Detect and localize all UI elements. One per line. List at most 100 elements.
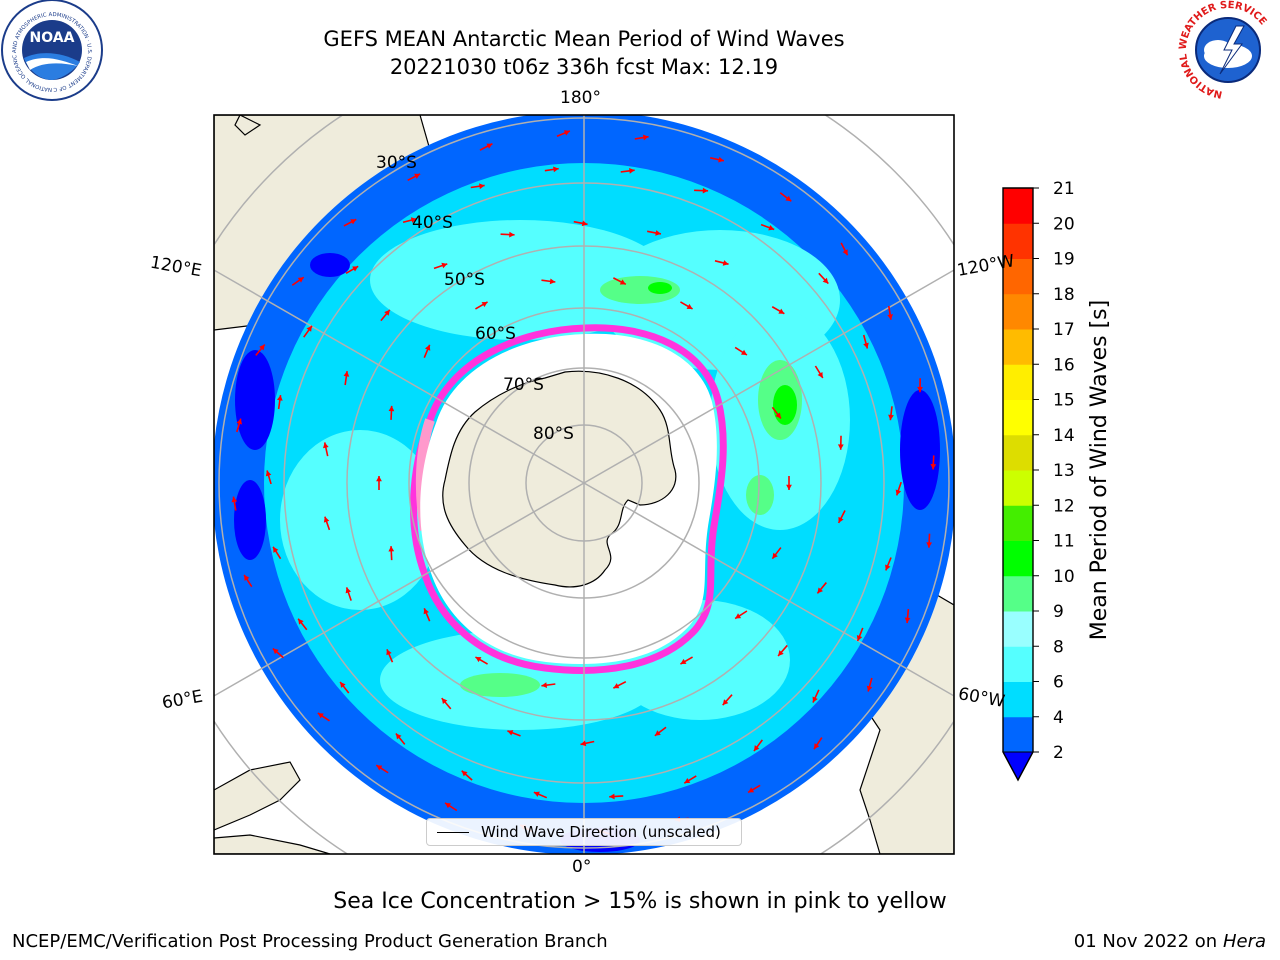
wave-direction-arrowhead [654, 730, 661, 736]
colorbar-segment [1003, 329, 1033, 365]
wave-direction-arrowhead [533, 791, 540, 797]
meridian-60e [214, 482, 585, 697]
colorbar-tick-label: 11 [1053, 532, 1075, 552]
wave-direction-arrowhead [856, 635, 863, 641]
wave-direction-arrowhead [778, 650, 784, 657]
footer-credit: NCEP/EMC/Verification Post Processing Pr… [12, 931, 608, 952]
wave-direction-arrowhead [297, 277, 304, 283]
wave-direction-arrowhead [917, 386, 923, 393]
wave-direction-arrowhead [509, 231, 515, 238]
wave-direction-arrowhead [772, 552, 778, 559]
colorbar-segment [1003, 188, 1033, 224]
colorbar-segment [1003, 293, 1033, 330]
colorbar-segment [1003, 505, 1033, 541]
colorbar-tick-label: 2 [1053, 743, 1064, 763]
wave-direction-arrowhead [507, 730, 514, 736]
colorbar-outline [1002, 187, 1034, 782]
wave-direction-arrowhead [837, 444, 844, 450]
map-frame [213, 114, 955, 855]
colorbar-label: Mean Period of Wind Waves [s] [1087, 300, 1112, 640]
wave-direction-arrowhead [619, 279, 626, 285]
wave-direction-arrowhead [323, 442, 329, 449]
colorbar-segment [1003, 716, 1033, 753]
lat-label-50s: 50°S [444, 270, 485, 290]
colorbar-segment [1003, 258, 1033, 295]
colorbar-tick-label: 18 [1053, 285, 1075, 305]
wave-direction-arrowhead [768, 225, 775, 231]
wave-direction-arrowhead [441, 262, 448, 269]
wave-direction-arrowhead [812, 696, 818, 703]
wave-direction-arrowhead [345, 587, 352, 594]
wave-direction-arrowhead [414, 173, 421, 179]
wave-direction-arrowhead [613, 683, 620, 689]
colorbar-segment [1003, 399, 1033, 436]
wave-direction-arrowhead [722, 260, 729, 266]
colorbar-tick-label: 15 [1053, 391, 1075, 411]
noaa-logo: NOAA NATIONAL OCEANIC AND ATMOSPHERIC AD… [0, 0, 103, 101]
lat-label-70s: 70°S [503, 375, 544, 395]
wave-direction-arrowhead [479, 183, 485, 190]
wave-direction-arrowhead [395, 733, 402, 740]
wave-direction-arrowhead [753, 745, 760, 752]
graticule [214, 115, 954, 854]
lat-label-60s: 60°S [475, 324, 516, 344]
lat-label-40s: 40°S [412, 213, 453, 233]
footer-host: Hera [1222, 931, 1266, 952]
colorbar-tick-label: 21 [1053, 179, 1075, 199]
wave-direction-arrowhead [722, 699, 729, 706]
wave-direction-arrowhead [410, 217, 417, 223]
wave-direction-arrowhead [887, 314, 893, 320]
colorbar-tick-label: 19 [1053, 250, 1075, 270]
chart-title: GEFS MEAN Antarctic Mean Period of Wind … [323, 27, 845, 51]
colorbar-tick-label: 14 [1053, 426, 1075, 446]
wave-direction-arrowhead [475, 657, 482, 663]
meridian-60w [583, 482, 954, 697]
wave-direction-arrowhead [885, 564, 891, 571]
colorbar-segment [1003, 223, 1033, 259]
colorbar-tick-label: 9 [1053, 602, 1064, 622]
colorbar-segment [1003, 434, 1033, 471]
wave-direction-arrowhead [386, 649, 392, 656]
colorbar-tick-label: 13 [1053, 461, 1075, 481]
africa-south-land [214, 834, 331, 854]
wave-direction-arrowhead [298, 618, 304, 625]
wave-direction-arrowhead [813, 743, 820, 750]
wave-direction-arrowhead [642, 134, 649, 141]
wave-direction-arrowhead [775, 412, 781, 419]
colorbar-segment [1003, 540, 1033, 577]
wind-wave-arrows [231, 130, 937, 836]
wave-direction-arrowhead [388, 546, 395, 552]
wave-direction-arrowhead [273, 546, 279, 553]
footer-date: 01 Nov 2022 on Hera [1074, 931, 1266, 952]
wave-direction-arrowhead [863, 342, 869, 349]
wave-direction-arrowhead [930, 464, 937, 470]
legend-label: Wind Wave Direction (unscaled) [481, 823, 721, 841]
meridian-120w [583, 269, 954, 484]
wave-direction-arrowhead [441, 698, 448, 705]
colorbar-tick-label: 10 [1053, 567, 1075, 587]
wave-direction-arrowhead [272, 648, 279, 655]
colorbar: 2 4 6 8 9 10 11 12 13 14 15 16 17 18 19 20 21 Mean Perio… [1002, 179, 1112, 782]
colorbar-segment [1003, 611, 1033, 647]
wave-direction-arrowhead [317, 713, 324, 719]
wave-direction-arrowhead [904, 617, 911, 624]
chart-subtitle: 20221030 t06z 336h fcst Max: 12.19 [389, 55, 779, 79]
wave-direction-arrowhead [866, 685, 873, 692]
wave-direction-arrowhead [702, 187, 709, 194]
wave-direction-arrowhead [817, 371, 823, 378]
wave-direction-arrowhead [718, 156, 724, 163]
wave-direction-arrowhead [895, 489, 902, 496]
wave-direction-arrowhead [888, 414, 894, 421]
wave-direction-arrowhead [609, 793, 615, 800]
colorbar-segment [1003, 470, 1033, 506]
wave-direction-arrowhead [580, 740, 587, 747]
wave-direction-arrowhead [655, 230, 661, 236]
colorbar-under-arrow [1002, 751, 1034, 782]
colorbar-segment [1003, 575, 1033, 612]
wave-direction-arrowhead [549, 278, 556, 285]
colorbar-tick-label: 16 [1053, 355, 1075, 375]
wave-direction-arrowhead [553, 166, 559, 173]
noaa-logo-text: NOAA [30, 30, 75, 46]
